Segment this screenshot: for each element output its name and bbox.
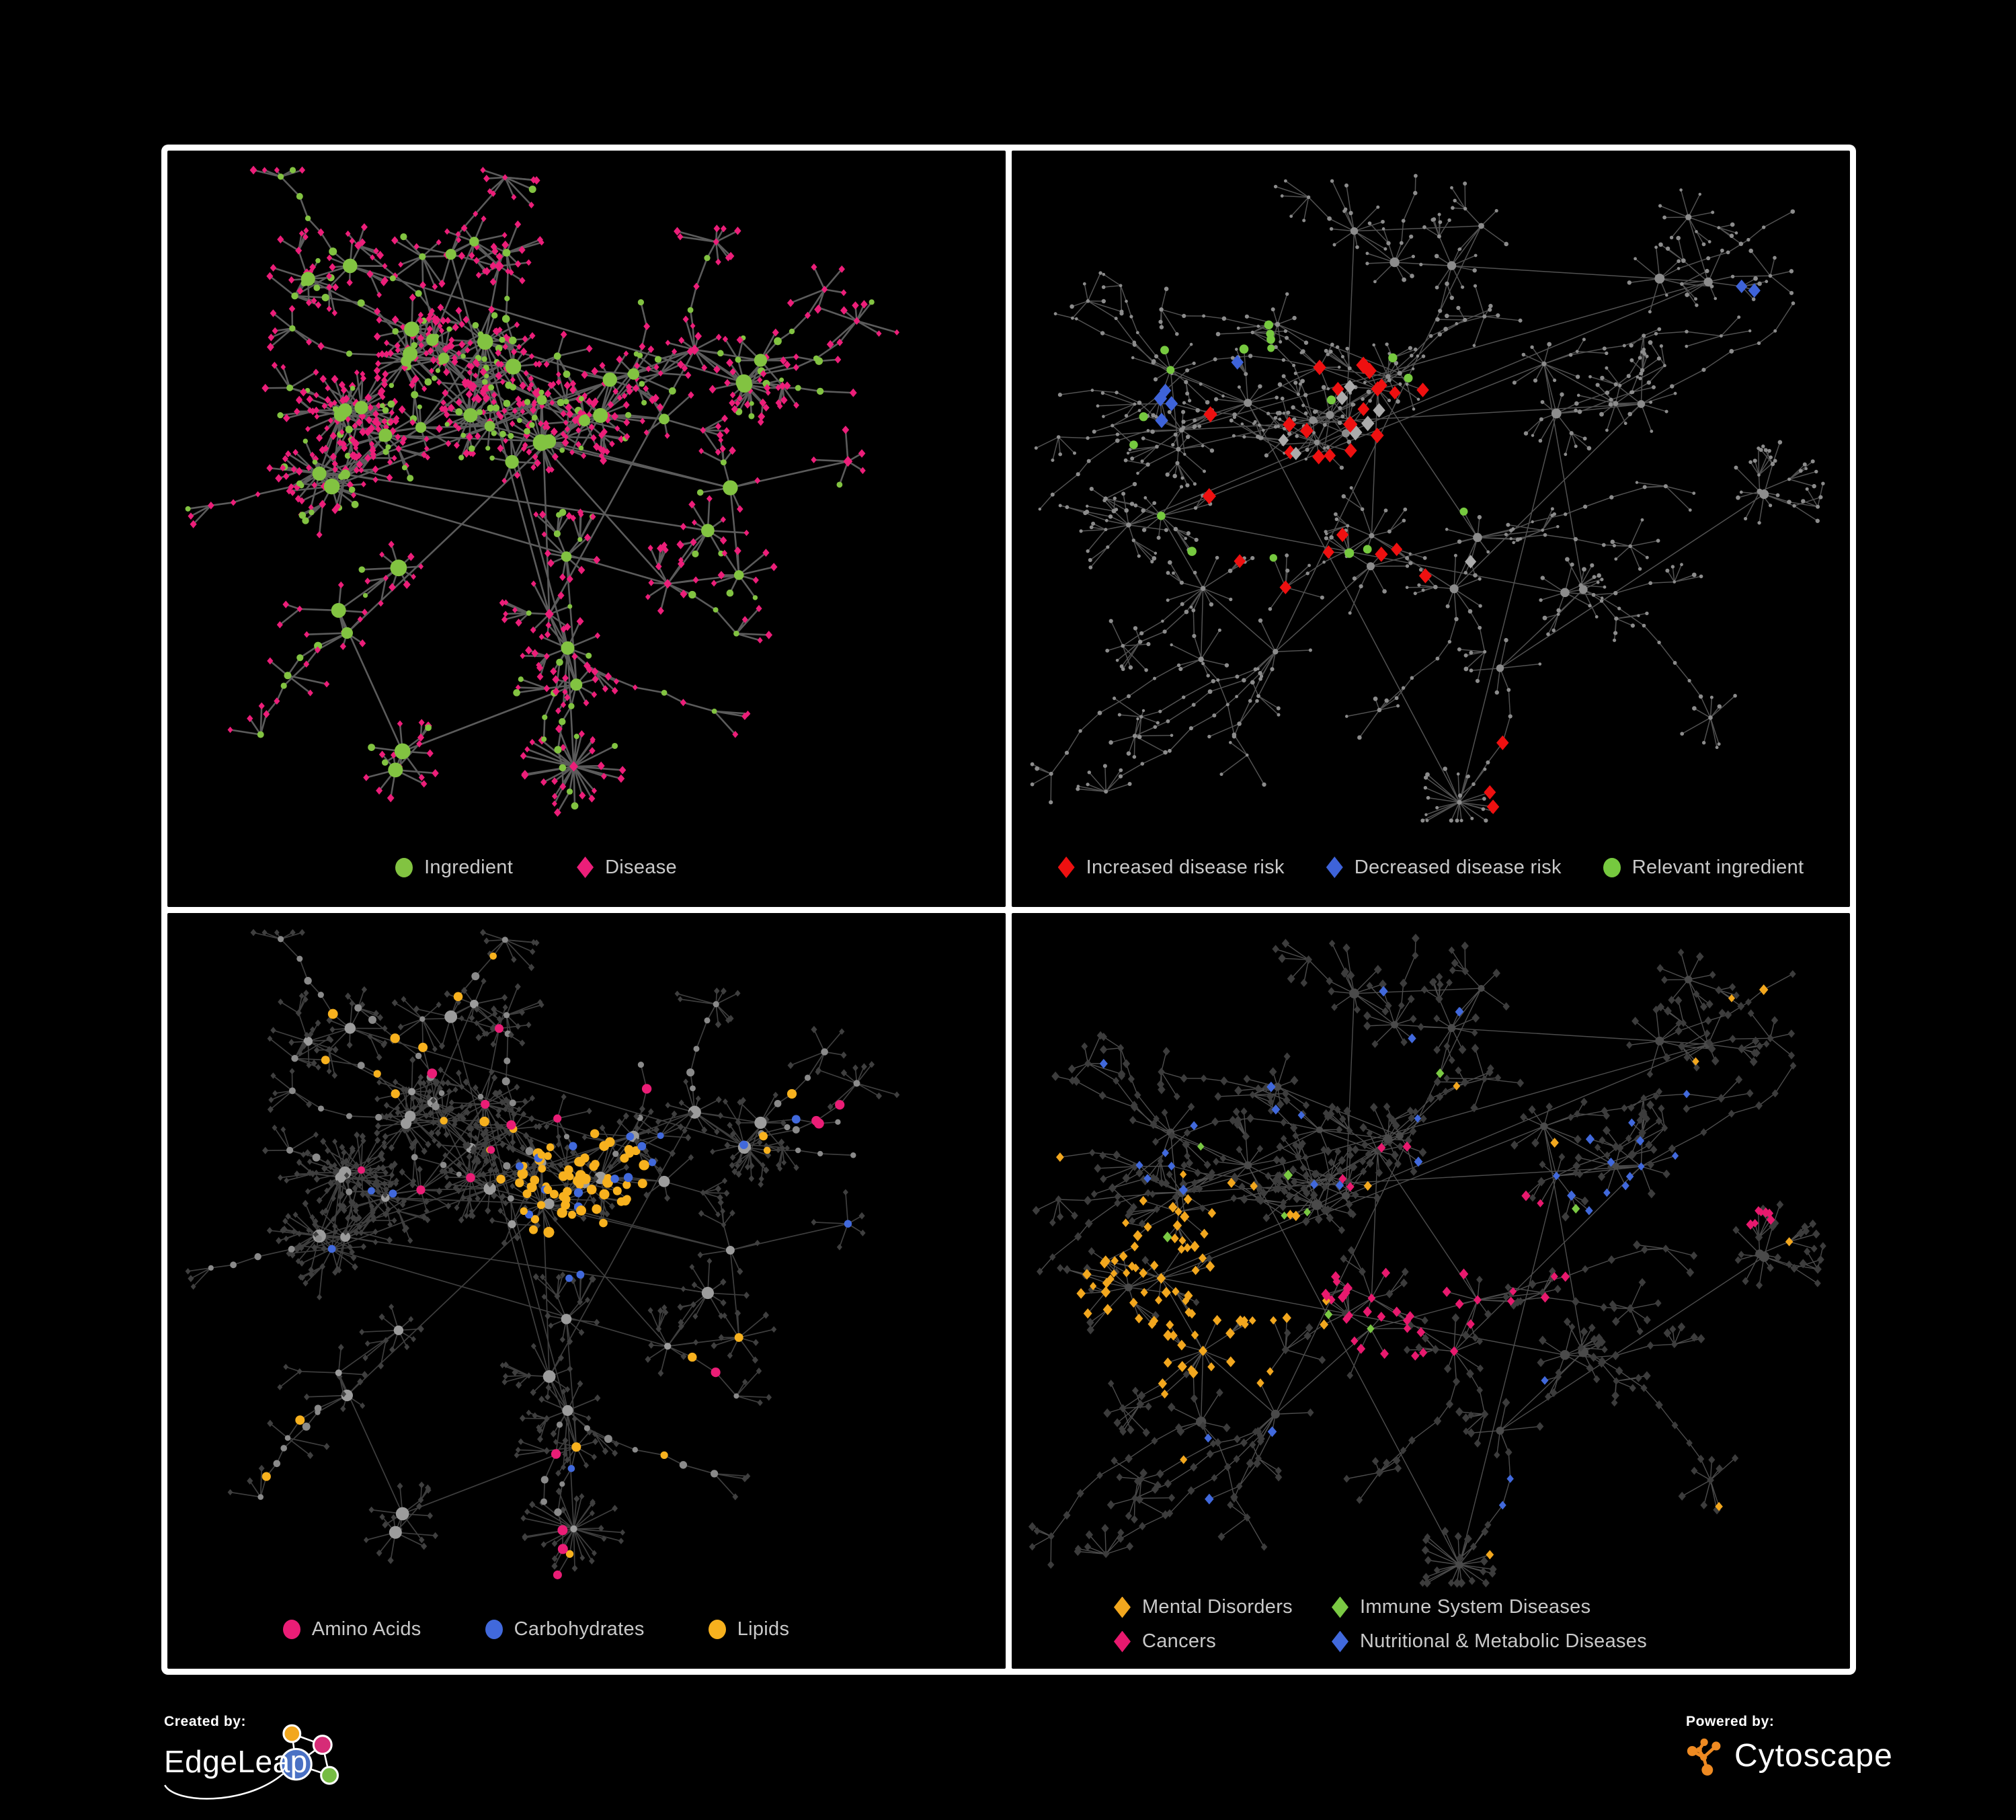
circle-swatch-icon	[1603, 857, 1621, 877]
legend-item-carbohydrates: Carbohydrates	[485, 1618, 645, 1640]
cytoscape-brand-text: Cytoscape	[1734, 1737, 1893, 1774]
network-graph-disease-risk	[1030, 173, 1825, 823]
diamond-swatch-icon	[1057, 857, 1075, 878]
legend-ingredient-disease: Ingredient Disease	[167, 857, 1006, 879]
legend-label: Increased disease risk	[1086, 856, 1285, 878]
legend-label: Carbohydrates	[514, 1618, 645, 1640]
legend-label: Nutritional & Metabolic Diseases	[1359, 1630, 1648, 1652]
powered-by-credit: Powered by: Cytoscape	[1686, 1714, 1893, 1776]
legend-item-lipids: Lipids	[708, 1618, 790, 1640]
legend-label: Amino Acids	[311, 1618, 421, 1640]
diamond-swatch-icon	[1326, 857, 1343, 878]
legend-label: Relevant ingredient	[1631, 856, 1804, 878]
legend-item-cancers: Cancers	[1113, 1630, 1293, 1653]
legend-label: Mental Disorders	[1141, 1596, 1293, 1618]
legend-item-ingredient: Ingredient	[395, 857, 513, 879]
panel-nutrient-classes: Amino Acids Carbohydrates Lipids	[167, 912, 1006, 1669]
panel-disease-risk: Increased disease risk Decreased disease…	[1012, 151, 1850, 907]
panel-grid: Ingredient Disease Increased disease ris…	[161, 145, 1856, 1675]
legend-label: Immune System Diseases	[1359, 1596, 1591, 1618]
created-by-credit: Created by: EdgeLeap	[164, 1714, 540, 1817]
panel-disease-categories: Mental Disorders Immune System Diseases …	[1012, 912, 1850, 1669]
legend-item-relevant-ingredient: Relevant ingredient	[1603, 857, 1804, 879]
legend-label: Ingredient	[424, 856, 514, 878]
edgeleap-lockup: EdgeLeap	[164, 1724, 540, 1817]
network-graph-ingredient-disease	[185, 165, 899, 817]
diamond-swatch-icon	[1113, 1596, 1131, 1618]
created-by-label: Created by:	[164, 1714, 247, 1729]
diamond-swatch-icon	[1113, 1630, 1131, 1653]
legend-item-increased-risk: Increased disease risk	[1057, 856, 1285, 879]
legend-nutrient-classes: Amino Acids Carbohydrates Lipids	[167, 1618, 1006, 1640]
edgeleap-brand-text: EdgeLeap	[164, 1744, 308, 1779]
legend-item-mental-disorders: Mental Disorders	[1113, 1596, 1293, 1618]
network-graph-disease-categories	[1028, 933, 1826, 1587]
diamond-swatch-icon	[577, 857, 594, 878]
legend-item-immune-system-diseases: Immune System Diseases	[1331, 1596, 1647, 1618]
circle-swatch-icon	[282, 1620, 300, 1639]
circle-swatch-icon	[485, 1620, 503, 1639]
panel-ingredient-disease: Ingredient Disease	[167, 151, 1006, 907]
legend-label: Cancers	[1141, 1630, 1217, 1652]
diamond-swatch-icon	[1331, 1596, 1348, 1618]
legend-disease-risk: Increased disease risk Decreased disease…	[1012, 857, 1850, 879]
legend-label: Lipids	[737, 1618, 790, 1640]
diamond-swatch-icon	[1331, 1630, 1348, 1653]
legend-disease-categories: Mental Disorders Immune System Diseases …	[1012, 1596, 1850, 1653]
cytoscape-logo-icon	[1687, 1738, 1721, 1776]
legend-item-disease: Disease	[577, 857, 677, 879]
legend-label: Disease	[605, 856, 677, 878]
legend-item-nutritional-metabolic-diseases: Nutritional & Metabolic Diseases	[1331, 1630, 1648, 1653]
legend-item-amino-acids: Amino Acids	[282, 1618, 421, 1640]
network-graph-nutrient-classes	[185, 928, 900, 1579]
edgeleap-logo-icon	[164, 1724, 339, 1800]
legend-item-decreased-risk: Decreased disease risk	[1326, 857, 1562, 879]
circle-swatch-icon	[708, 1620, 726, 1639]
circle-swatch-icon	[395, 857, 413, 877]
powered-by-label: Powered by:	[1686, 1714, 1775, 1729]
cytoscape-lockup: Cytoscape	[1686, 1735, 1893, 1776]
legend-label: Decreased disease risk	[1354, 856, 1562, 878]
